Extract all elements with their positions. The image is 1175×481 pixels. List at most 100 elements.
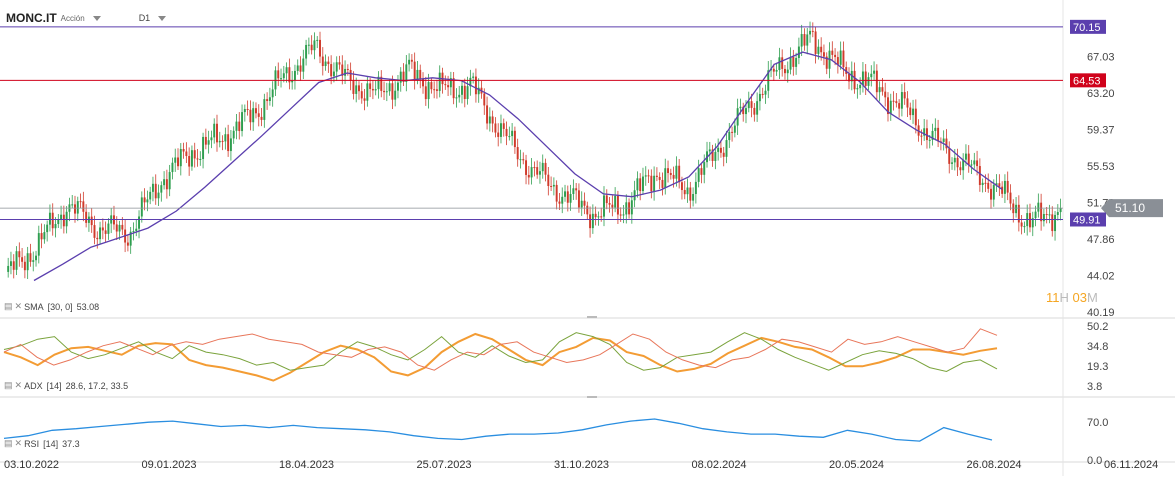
candle-body <box>728 131 731 141</box>
candle-body <box>678 165 681 183</box>
candle-body <box>722 152 725 157</box>
level-tag-label: 49.91 <box>1073 214 1101 226</box>
candle-body <box>433 89 436 91</box>
countdown-hours-unit: H <box>1059 290 1069 305</box>
candle-body <box>870 73 873 78</box>
candle-body <box>1037 202 1040 212</box>
candle-body <box>778 57 781 70</box>
candle-body <box>21 257 24 262</box>
timeframe-dropdown-icon[interactable] <box>158 15 167 21</box>
candle-body <box>1040 202 1043 222</box>
candle-body <box>241 112 244 132</box>
candle-body <box>394 90 397 100</box>
candle-body <box>686 187 689 195</box>
candle-body <box>494 123 497 133</box>
candle-body <box>96 237 99 240</box>
candle-body <box>633 190 636 201</box>
indicator-settings-icon[interactable]: ▤ <box>4 438 13 448</box>
candle-body <box>93 225 96 238</box>
candle-body <box>616 195 619 215</box>
candle-body <box>79 201 82 203</box>
candle-body <box>43 232 46 240</box>
candle-body <box>455 97 458 99</box>
remove-indicator-icon[interactable]: ✕ <box>14 301 23 311</box>
candle-body <box>1020 222 1023 227</box>
candle-body <box>898 103 901 109</box>
candle-body <box>639 178 642 192</box>
pane-resize-handle[interactable] <box>587 316 597 318</box>
indicator-settings-icon[interactable]: ▤ <box>4 301 13 311</box>
candle-body <box>608 203 611 205</box>
candle-body <box>577 190 580 208</box>
date-tick-label: 20.05.2024 <box>829 459 884 471</box>
candle-body <box>519 159 522 161</box>
candle-body <box>822 52 825 57</box>
candle-body <box>600 216 603 218</box>
sma-line <box>33 51 1003 282</box>
candle-body <box>408 59 411 65</box>
candle-body <box>165 179 168 190</box>
candle-countdown: 11H 03M <box>1046 290 1098 305</box>
candle-body <box>937 127 940 142</box>
candle-body <box>848 73 850 82</box>
candle-body <box>814 31 817 54</box>
candle-body <box>995 183 998 185</box>
candle-body <box>271 89 274 98</box>
candle-body <box>586 205 589 215</box>
candle-body <box>1059 208 1062 213</box>
candle-body <box>474 76 477 95</box>
rsi-value: 37.3 <box>62 438 80 449</box>
remove-indicator-icon[interactable]: ✕ <box>14 380 23 390</box>
candle-body <box>129 231 132 246</box>
candle-body <box>179 149 182 167</box>
candle-body <box>293 70 296 81</box>
candle-body <box>472 76 475 78</box>
candle-body <box>422 79 424 87</box>
candle-body <box>363 98 366 101</box>
candle-body <box>923 128 926 136</box>
candle-body <box>99 227 102 240</box>
candle-body <box>1056 212 1059 215</box>
candle-body <box>717 147 720 152</box>
candle-body <box>257 113 260 117</box>
candle-body <box>458 94 461 98</box>
candle-body <box>569 194 572 203</box>
candle-body <box>672 174 675 179</box>
adx-name: ADX <box>24 380 43 391</box>
candle-body <box>355 85 358 94</box>
candle-body <box>906 98 909 108</box>
candle-body <box>538 171 541 175</box>
candle-body <box>976 160 979 167</box>
candle-body <box>803 34 806 46</box>
candle-body <box>973 160 976 165</box>
candle-body <box>174 157 177 163</box>
timeframe-label[interactable]: D1 <box>138 13 151 23</box>
candle-body <box>118 224 121 232</box>
candle-body <box>700 168 703 175</box>
candle-body <box>934 127 937 131</box>
candle-body <box>836 57 839 65</box>
candle-body <box>221 140 224 142</box>
adx-line-1 <box>3 332 998 373</box>
candle-body <box>619 214 622 216</box>
candle-body <box>786 69 789 74</box>
last-price-tag <box>1101 199 1163 218</box>
pane-resize-handle[interactable] <box>587 396 597 398</box>
candle-body <box>992 184 995 200</box>
remove-indicator-icon[interactable]: ✕ <box>14 438 23 448</box>
candle-body <box>597 216 600 218</box>
candle-body <box>689 187 692 201</box>
symbol-dropdown-icon[interactable] <box>92 15 101 21</box>
candle-body <box>694 181 697 195</box>
candle-body <box>280 78 283 80</box>
candle-body <box>388 83 391 92</box>
candle-body <box>714 151 717 161</box>
price-tick-label: 47.86 <box>1087 234 1115 246</box>
candle-body <box>990 188 992 200</box>
indicator-settings-icon[interactable]: ▤ <box>4 380 13 390</box>
candle-body <box>469 77 472 87</box>
candle-body <box>806 34 809 46</box>
candle-body <box>884 91 887 98</box>
